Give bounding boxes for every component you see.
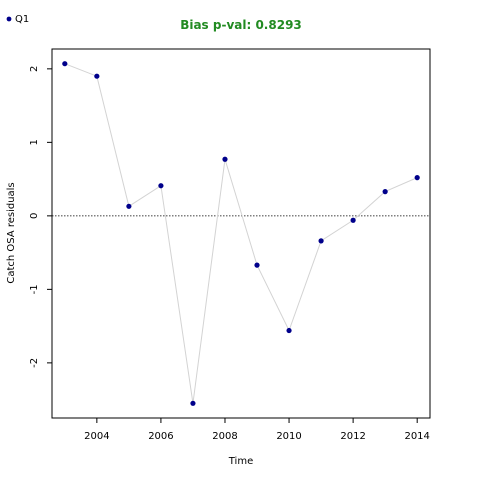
data-point: [190, 400, 196, 406]
data-point: [414, 175, 420, 181]
x-axis-title: Time: [228, 456, 253, 467]
data-point: [382, 189, 388, 195]
data-point: [254, 262, 260, 268]
chart-title: Bias p-val: 0.8293: [180, 18, 302, 32]
y-tick-label: -2: [29, 358, 40, 368]
data-point: [62, 61, 68, 67]
data-point: [94, 73, 100, 79]
legend: Q1: [6, 14, 29, 25]
y-axis-title: Catch OSA residuals: [6, 182, 17, 283]
data-point: [350, 217, 356, 223]
data-point: [126, 203, 132, 209]
y-tick-label: 2: [29, 66, 40, 72]
plot-frame: [51, 48, 431, 419]
x-tick-label: 2014: [404, 431, 429, 442]
data-point: [222, 156, 228, 162]
y-tick-label: 0: [29, 213, 40, 219]
y-tick-label: 1: [29, 139, 40, 145]
x-tick-label: 2008: [212, 431, 237, 442]
x-tick-label: 2010: [276, 431, 301, 442]
legend-label-q1: Q1: [15, 14, 29, 25]
y-axis: -2 -1 0 1 2: [29, 66, 52, 368]
x-tick-label: 2012: [340, 431, 365, 442]
x-tick-label: 2004: [84, 431, 109, 442]
data-point: [158, 183, 164, 189]
x-tick-label: 2006: [148, 431, 173, 442]
series-layer: [62, 61, 420, 406]
data-point: [286, 327, 292, 334]
y-tick-label: -1: [29, 284, 40, 294]
x-axis: 2004 2006 2008 2010 2012 2014: [84, 418, 430, 442]
legend-marker-q1: [6, 16, 12, 22]
series-line: [64, 63, 418, 404]
data-point: [318, 238, 324, 244]
